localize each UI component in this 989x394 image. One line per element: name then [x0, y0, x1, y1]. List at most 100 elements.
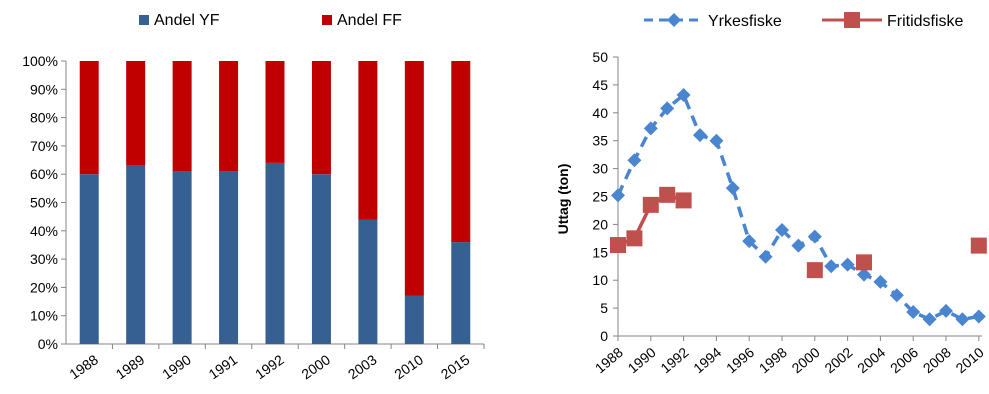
bar-segment-andel-yf	[79, 174, 99, 344]
x-tick-label: 2010	[953, 344, 987, 376]
bar-segment-andel-yf	[358, 219, 378, 344]
legend-marker-fritidsfiske	[844, 12, 860, 28]
y-tick-label: 35	[592, 133, 608, 149]
bar-segment-andel-yf	[219, 171, 239, 344]
x-tick-label: 1988	[592, 344, 626, 376]
data-point-yrkesfiske	[939, 303, 953, 318]
data-point-fritidsfiske	[642, 196, 659, 213]
bar-segment-andel-ff	[265, 61, 285, 163]
x-tick-label: 2000	[789, 344, 823, 376]
y-axis-title: Uttag (ton)	[555, 164, 571, 235]
y-tick-label: 25	[592, 189, 608, 205]
y-tick-label: 5	[600, 300, 608, 316]
data-point-yrkesfiske	[643, 121, 658, 136]
x-tick-label: 2010	[391, 351, 426, 382]
x-tick-label: 2008	[920, 344, 954, 376]
y-tick-label: 15	[592, 244, 608, 260]
x-tick-label: 2003	[345, 351, 380, 382]
bar-segment-andel-ff	[358, 61, 378, 220]
y-tick-label: 70%	[30, 138, 58, 154]
data-point-yrkesfiske	[676, 87, 691, 102]
bar-segment-andel-yf	[311, 174, 331, 344]
y-tick-label: 60%	[30, 166, 58, 182]
bar-segment-andel-ff	[79, 61, 99, 175]
bar-segment-andel-yf	[404, 295, 424, 344]
x-tick-label: 1996	[723, 344, 757, 376]
data-point-yrkesfiske	[775, 222, 789, 237]
legend-label-fritidsfiske: Fritidsfiske	[887, 13, 964, 30]
data-point-yrkesfiske	[857, 267, 871, 282]
bar-segment-andel-ff	[404, 61, 424, 296]
y-tick-label: 90%	[30, 81, 58, 97]
data-point-yrkesfiske	[873, 274, 888, 289]
bar-segment-andel-ff	[451, 61, 471, 243]
y-tick-label: 10%	[30, 308, 58, 324]
y-tick-label: 50	[592, 49, 608, 65]
data-point-fritidsfiske	[626, 230, 643, 247]
y-tick-label: 20	[592, 216, 608, 232]
x-tick-label: 1989	[113, 351, 148, 382]
data-point-yrkesfiske	[627, 153, 642, 168]
x-tick-label: 1998	[756, 344, 790, 376]
bar-segment-andel-ff	[126, 61, 146, 166]
y-tick-label: 30	[592, 161, 608, 177]
x-tick-label: 2004	[854, 344, 888, 376]
y-tick-label: 0%	[38, 336, 58, 352]
data-point-yrkesfiske	[693, 128, 707, 143]
y-tick-label: 10	[592, 272, 608, 288]
y-tick-label: 0	[600, 328, 608, 344]
bar-segment-andel-ff	[172, 61, 192, 172]
data-point-yrkesfiske	[906, 305, 921, 320]
data-point-fritidsfiske	[659, 186, 676, 203]
y-tick-label: 40%	[30, 223, 58, 239]
data-point-yrkesfiske	[922, 312, 937, 327]
legend-marker-yrkesfiske	[667, 13, 681, 27]
x-tick-label: 2002	[821, 344, 855, 376]
y-tick-label: 20%	[30, 279, 58, 295]
data-point-yrkesfiske	[807, 229, 822, 244]
bar-segment-andel-ff	[219, 61, 239, 172]
data-point-yrkesfiske	[840, 257, 855, 272]
y-tick-label: 45	[592, 77, 608, 93]
x-tick-label: 1988	[66, 351, 101, 382]
legend-label-andel-ff: Andel FF	[337, 12, 402, 29]
data-point-yrkesfiske	[971, 309, 986, 324]
line-chart-uttag: Yrkesfiske Fritidsfiske Uttag (ton) 0 5 10 15 2…	[555, 12, 987, 376]
bar-segment-andel-yf	[126, 165, 146, 344]
x-tick-label: 1990	[159, 351, 194, 382]
y-tick-label: 30%	[30, 251, 58, 267]
data-point-yrkesfiske	[824, 259, 839, 274]
data-point-fritidsfiske	[970, 237, 987, 254]
data-point-yrkesfiske	[791, 238, 806, 253]
legend-swatch-andel-yf	[139, 15, 149, 25]
bar-segment-andel-yf	[451, 242, 471, 344]
data-point-fritidsfiske	[610, 237, 626, 254]
x-tick-label: 1990	[625, 344, 659, 376]
x-tick-label: 1992	[252, 351, 287, 382]
data-point-yrkesfiske	[709, 133, 724, 148]
data-point-yrkesfiske	[742, 234, 757, 249]
x-tick-label: 2006	[887, 344, 921, 376]
bar-segment-andel-yf	[172, 171, 192, 344]
x-tick-label: 2000	[298, 351, 333, 382]
legend-label-andel-yf: Andel YF	[154, 12, 220, 29]
legend-label-yrkesfiske: Yrkesfiske	[708, 13, 782, 30]
bar-segment-andel-ff	[311, 61, 331, 175]
data-point-fritidsfiske	[675, 192, 692, 209]
data-point-yrkesfiske	[758, 249, 773, 264]
data-point-yrkesfiske	[725, 181, 740, 196]
bar-segment-andel-yf	[265, 162, 285, 344]
data-point-yrkesfiske	[955, 312, 970, 327]
x-tick-label: 1992	[657, 344, 691, 376]
data-point-yrkesfiske	[660, 101, 675, 116]
x-tick-label: 1991	[206, 351, 241, 382]
data-point-yrkesfiske	[611, 188, 625, 203]
y-tick-label: 100%	[22, 53, 58, 69]
y-tick-label: 40	[592, 105, 608, 121]
series-line-yrkesfiske	[616, 93, 980, 322]
stacked-percent-bar-chart: Andel YF Andel FF 0% 10% 20% 30% 40% 50% 60% 70% 8…	[22, 12, 485, 382]
y-tick-label: 80%	[30, 110, 58, 126]
data-point-fritidsfiske	[856, 254, 872, 271]
data-point-yrkesfiske	[889, 288, 904, 303]
